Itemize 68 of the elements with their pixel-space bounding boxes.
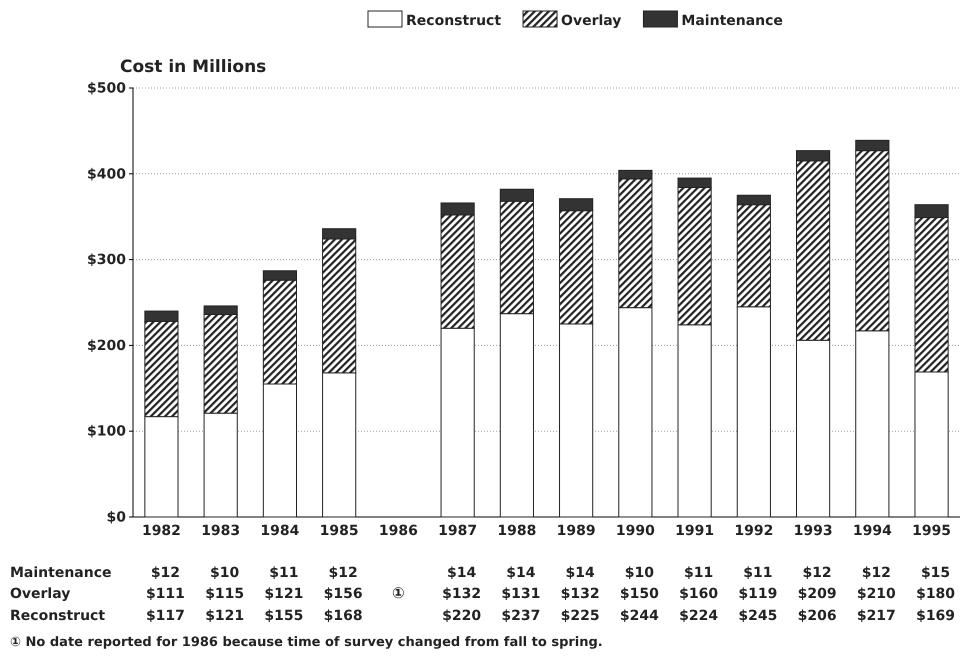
data-label: $11 [743, 565, 772, 581]
data-label: $209 [798, 586, 837, 602]
y-tick-label: $0 [106, 509, 126, 526]
legend-label: Reconstruct [406, 13, 502, 29]
x-tick-label: 1985 [320, 522, 359, 539]
data-label: $12 [328, 565, 358, 581]
x-tick-label: 1991 [675, 522, 714, 539]
data-label: $169 [916, 608, 956, 624]
x-tick-label: 1990 [616, 522, 656, 539]
data-label: $132 [442, 586, 482, 602]
data-label: $244 [620, 608, 660, 624]
x-tick-label: 1993 [794, 522, 833, 539]
data-label: $132 [560, 586, 600, 602]
data-label: $10 [210, 565, 240, 581]
y-tick-label: $500 [87, 80, 126, 96]
data-label: $117 [146, 608, 185, 624]
text: ① [392, 584, 405, 602]
data-label: $14 [447, 565, 477, 581]
data-label: $217 [856, 608, 896, 624]
x-tick-label: 1986 [378, 522, 418, 539]
data-label: $220 [442, 608, 482, 624]
data-label: $225 [560, 608, 600, 624]
data-label: $245 [738, 608, 778, 624]
data-label: $121 [205, 608, 244, 624]
y-tick-label: $300 [87, 252, 126, 268]
data-label: $150 [620, 586, 660, 602]
data-label: $224 [679, 608, 718, 624]
data-label: $160 [679, 586, 718, 602]
data-label: $11 [269, 565, 299, 581]
data-label: $14 [566, 565, 595, 581]
x-tick-label: 1984 [260, 522, 300, 539]
data-label: $115 [205, 586, 244, 602]
data-label: $206 [798, 608, 837, 624]
data-label: $14 [506, 565, 536, 581]
x-tick-label: 1994 [852, 522, 892, 539]
data-label: $155 [264, 608, 304, 624]
x-tick-label: 1983 [201, 522, 240, 539]
data-label: $10 [624, 565, 654, 581]
y-tick-label: $400 [87, 166, 126, 182]
x-tick-label: 1992 [734, 522, 774, 539]
x-tick-label: 1988 [497, 522, 536, 539]
data-label: $111 [146, 586, 185, 602]
y-tick-label: $100 [87, 424, 126, 440]
data-label: $119 [738, 586, 778, 602]
y-tick-label: $200 [87, 338, 126, 354]
data-label: $156 [324, 586, 363, 602]
x-tick-label: 1995 [912, 522, 952, 539]
x-tick-label: 1989 [556, 522, 596, 539]
data-label: $180 [916, 586, 956, 602]
data-label: $131 [501, 586, 540, 602]
text: ① No date reported for 1986 because time of survey changed from fall to spring. [10, 635, 603, 650]
data-label: $210 [856, 586, 896, 602]
data-label: $12 [862, 565, 891, 581]
x-tick-label: 1987 [438, 522, 478, 539]
data-label: $237 [501, 608, 540, 624]
data-label: $12 [802, 565, 832, 581]
legend-label: Overlay [561, 13, 622, 29]
data-label: $168 [324, 608, 363, 624]
y-axis-title: Cost in Millions [120, 57, 266, 77]
text: Maintenance [10, 565, 112, 581]
legend-label: Maintenance [681, 13, 783, 29]
text: Overlay [10, 586, 70, 602]
x-tick-label: 1982 [142, 522, 181, 539]
data-label: $121 [264, 586, 304, 602]
data-label: $11 [684, 565, 714, 581]
text: Reconstruct [10, 608, 106, 624]
data-label: $15 [920, 565, 950, 581]
data-label: $12 [150, 565, 180, 581]
